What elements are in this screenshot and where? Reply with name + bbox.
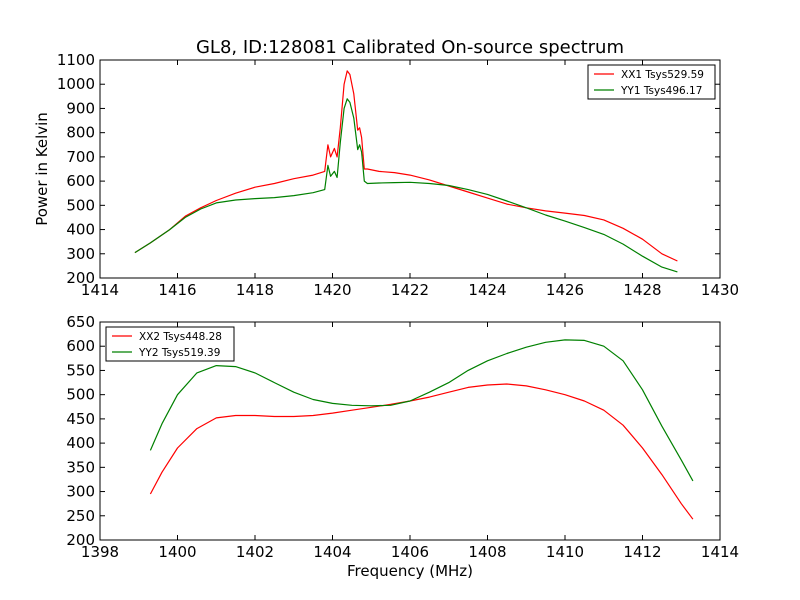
y-tick-label: 600: [66, 172, 95, 190]
y-tick-label: 500: [66, 386, 95, 404]
x-axis-label-bottom: Frequency (MHz): [347, 562, 473, 580]
y-tick-label: 400: [66, 434, 95, 452]
y-tick-label: 300: [66, 245, 95, 263]
y-tick-label: 800: [66, 124, 95, 142]
x-tick-label: 1412: [623, 543, 661, 561]
x-tick-label: 1430: [701, 281, 739, 299]
y-tick-label: 400: [66, 221, 95, 239]
x-tick-label: 1418: [236, 281, 274, 299]
x-tick-label: 1424: [468, 281, 506, 299]
y-tick-label: 900: [66, 99, 95, 117]
y-tick-label: 1100: [57, 51, 95, 69]
chart-title: GL8, ID:128081 Calibrated On-source spec…: [196, 37, 624, 58]
series-line-top-1: [134, 98, 678, 273]
x-tick-label: 1400: [158, 543, 196, 561]
x-tick-label: 1414: [701, 543, 739, 561]
legend-label-yy2: YY2 Tsys519.39: [138, 347, 220, 359]
series-lines-bottom: [149, 339, 694, 520]
y-axis-label-top: Power in Kelvin: [33, 112, 51, 226]
series-line-bottom-0: [149, 383, 694, 520]
x-tick-label: 1416: [158, 281, 196, 299]
y-tick-label: 250: [66, 507, 95, 525]
series-lines-top: [134, 70, 678, 273]
x-tick-label: 1398: [81, 543, 119, 561]
legend-bottom: XX2 Tsys448.28 YY2 Tsys519.39: [105, 326, 235, 362]
x-tick-label: 1406: [391, 543, 429, 561]
x-tick-label: 1402: [236, 543, 274, 561]
y-tick-label: 500: [66, 196, 95, 214]
x-tick-label: 1422: [391, 281, 429, 299]
legend-label-xx1: XX1 Tsys529.59: [621, 69, 704, 81]
axis-ticks-bottom: 1398 1400 1402 1404 1406 1408 1410 1412 1414 200 2…: [66, 313, 739, 561]
axis-ticks-top: 1414 1416 1418 1420 1422 1424 1426 1428 1430 200 3…: [57, 51, 739, 299]
y-tick-label: 200: [66, 531, 95, 549]
y-tick-label: 300: [66, 483, 95, 501]
y-tick-label: 550: [66, 361, 95, 379]
x-tick-label: 1414: [81, 281, 119, 299]
x-tick-label: 1404: [313, 543, 351, 561]
x-tick-label: 1410: [546, 543, 584, 561]
y-tick-label: 650: [66, 313, 95, 331]
legend-box-top: [587, 64, 716, 100]
y-tick-label: 600: [66, 337, 95, 355]
legend-label-xx2: XX2 Tsys448.28: [139, 331, 222, 343]
y-tick-label: 700: [66, 148, 95, 166]
y-tick-label: 350: [66, 458, 95, 476]
legend-label-yy1: YY1 Tsys496.17: [620, 85, 702, 97]
x-tick-label: 1408: [468, 543, 506, 561]
y-tick-label: 1000: [57, 75, 95, 93]
series-line-top-0: [134, 70, 678, 262]
series-line-bottom-1: [149, 339, 694, 482]
x-tick-label: 1426: [546, 281, 584, 299]
x-tick-label: 1428: [623, 281, 661, 299]
x-tick-label: 1420: [313, 281, 351, 299]
legend-top: XX1 Tsys529.59 YY1 Tsys496.17: [587, 64, 716, 100]
legend-box-bottom: [105, 326, 235, 362]
y-tick-label: 200: [66, 269, 95, 287]
y-tick-label: 450: [66, 410, 95, 428]
